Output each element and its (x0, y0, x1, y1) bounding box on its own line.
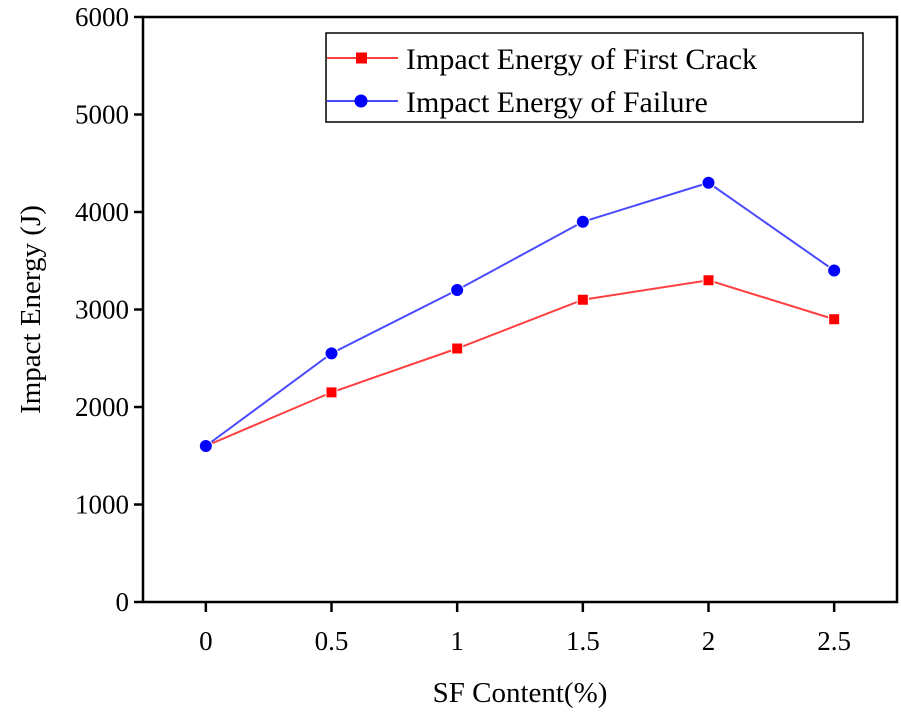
legend-marker-circle (354, 94, 368, 108)
data-point-square (576, 293, 589, 306)
data-point-circle (701, 175, 716, 190)
data-point-square (702, 274, 715, 287)
data-point-circle (324, 346, 339, 361)
x-tick-label: 2.5 (817, 626, 851, 656)
data-point-circle (827, 263, 842, 278)
series-line (205, 181, 835, 447)
data-point-circle (575, 214, 590, 229)
legend-marker-square (356, 52, 367, 64)
legend-label: Impact Energy of First Crack (406, 43, 757, 76)
series-layer (198, 175, 842, 453)
legend-box (325, 32, 864, 123)
y-tick-label: 3000 (75, 295, 129, 325)
data-point-circle (450, 283, 465, 297)
x-tick-label: 1 (450, 626, 464, 656)
legend-label: Impact Energy of Failure (406, 86, 708, 119)
series-first-crack (199, 274, 841, 452)
data-point-square (325, 386, 338, 399)
legend: Impact Energy of First Crack Impact Energ… (325, 32, 864, 123)
x-axis: 0 0.5 1 1.5 2 2.5 (199, 602, 851, 656)
x-tick-label: 0 (199, 626, 213, 656)
data-point-circle (198, 439, 213, 453)
x-tick-label: 1.5 (566, 626, 600, 656)
series-line (205, 279, 835, 447)
x-axis-title: SF Content(%) (433, 677, 608, 709)
y-tick-label: 0 (116, 587, 130, 617)
y-tick-label: 5000 (75, 100, 129, 130)
x-tick-label: 0.5 (315, 626, 349, 656)
y-tick-label: 1000 (75, 490, 129, 520)
y-tick-label: 6000 (75, 2, 129, 32)
series-failure (198, 175, 842, 453)
data-point-square (451, 342, 464, 355)
data-point-square (828, 313, 841, 326)
y-axis-title: Impact Energy (J) (15, 205, 47, 414)
x-tick-label: 2 (702, 626, 716, 656)
legend-item: Impact Energy of First Crack (327, 43, 757, 76)
legend-item: Impact Energy of Failure (327, 86, 708, 119)
y-tick-label: 4000 (75, 197, 129, 227)
y-axis: 0 1000 2000 3000 4000 5000 6000 (75, 2, 143, 617)
y-tick-label: 2000 (75, 392, 129, 422)
